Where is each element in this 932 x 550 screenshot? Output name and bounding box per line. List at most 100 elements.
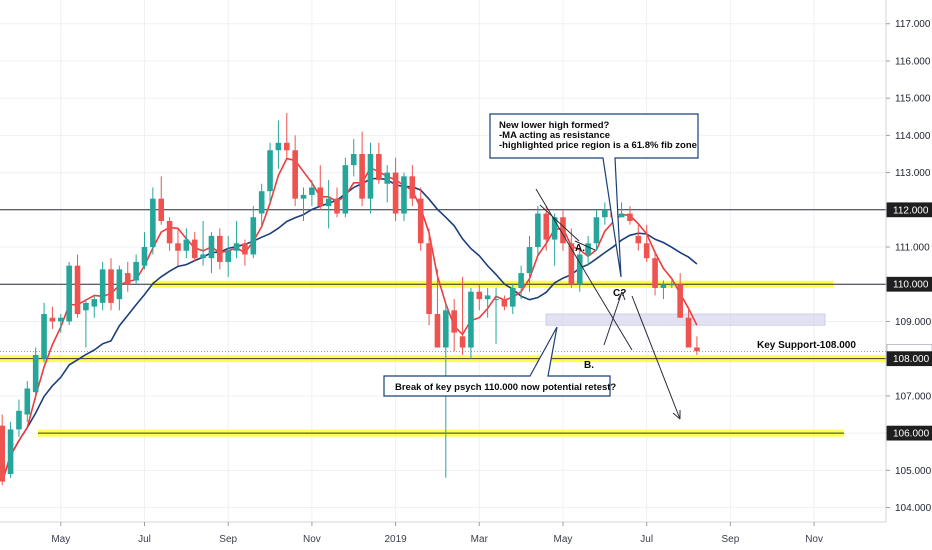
candle[interactable] [41,302,47,363]
candles[interactable] [0,113,700,486]
candle[interactable] [334,187,340,218]
candle[interactable] [593,209,600,251]
candle[interactable] [267,142,273,203]
candle[interactable] [635,224,642,251]
candle[interactable] [535,206,541,255]
candle-body [175,243,181,251]
candle[interactable] [24,381,31,422]
candle[interactable] [409,165,416,207]
candle[interactable] [392,157,399,221]
candle[interactable] [242,239,248,266]
price-badge: 112.000 [886,202,932,218]
candle[interactable] [141,232,148,270]
candle[interactable] [49,306,56,329]
candle[interactable] [401,172,407,221]
candle[interactable] [200,220,206,266]
candle[interactable] [292,135,298,207]
candle[interactable] [108,258,114,311]
candle[interactable] [325,180,332,229]
candle[interactable] [74,254,81,318]
candle[interactable] [283,113,290,158]
candle[interactable] [150,187,156,255]
candle[interactable] [677,273,683,318]
candle[interactable] [568,228,575,288]
candle[interactable] [258,183,265,229]
candle[interactable] [551,213,558,266]
candle[interactable] [32,347,39,400]
candle[interactable] [16,399,22,437]
candle[interactable] [350,139,357,177]
candle[interactable] [518,265,524,300]
candle-body [618,213,625,218]
candle[interactable] [309,180,315,207]
candle[interactable] [543,206,550,251]
candle[interactable] [7,421,14,478]
candle[interactable] [66,261,72,326]
candle[interactable] [476,284,483,311]
candle[interactable] [99,261,106,311]
candle[interactable] [576,250,583,292]
candle[interactable] [376,142,382,184]
candle[interactable] [660,280,667,300]
candle[interactable] [217,228,223,270]
candle[interactable] [0,414,5,486]
candle[interactable] [233,220,240,259]
candle[interactable] [342,157,349,218]
candle[interactable] [643,224,650,262]
candle-body [652,258,658,288]
candle-body [468,291,474,348]
candle[interactable] [501,295,508,311]
candle[interactable] [133,254,139,285]
candle[interactable] [116,265,123,311]
candle[interactable] [459,276,466,355]
candle[interactable] [451,299,457,352]
candle[interactable] [627,206,633,225]
candle[interactable] [509,284,516,315]
candle[interactable] [434,269,441,348]
candle[interactable] [585,235,591,266]
candle[interactable] [175,228,181,266]
candle[interactable] [359,131,365,207]
candle[interactable] [208,232,215,274]
candle[interactable] [225,235,231,277]
candle[interactable] [493,287,499,344]
candle[interactable] [484,287,491,318]
candle-body [99,269,106,303]
candle[interactable] [694,336,700,355]
candle[interactable] [602,202,608,225]
candle[interactable] [417,187,424,251]
candle[interactable] [367,142,374,214]
candle[interactable] [526,235,533,292]
candle[interactable] [618,202,625,218]
candle-body [217,235,223,262]
candle[interactable] [57,314,64,333]
candle[interactable] [275,120,282,169]
candle[interactable] [91,295,98,318]
candle[interactable] [317,165,324,210]
candle[interactable] [124,261,131,292]
candle-body [233,243,240,251]
candle[interactable] [384,165,391,203]
candle[interactable] [685,306,692,348]
price-badge-box [886,351,932,367]
candle[interactable] [191,232,198,262]
candle[interactable] [560,209,566,251]
y-tick-label: 111.000 [895,243,930,254]
candle[interactable] [300,187,307,221]
candle[interactable] [250,206,257,259]
candle[interactable] [669,280,675,288]
candle[interactable] [652,250,658,296]
candle[interactable] [158,176,165,225]
candle[interactable] [166,217,173,251]
candle[interactable] [426,228,432,326]
candle-body [300,194,307,199]
candle-body [551,217,558,240]
candle-body [166,220,173,244]
candle[interactable] [183,228,190,259]
candle[interactable] [83,299,89,348]
candle-body [24,388,31,415]
candle-body [208,235,215,259]
candle[interactable] [468,287,474,359]
